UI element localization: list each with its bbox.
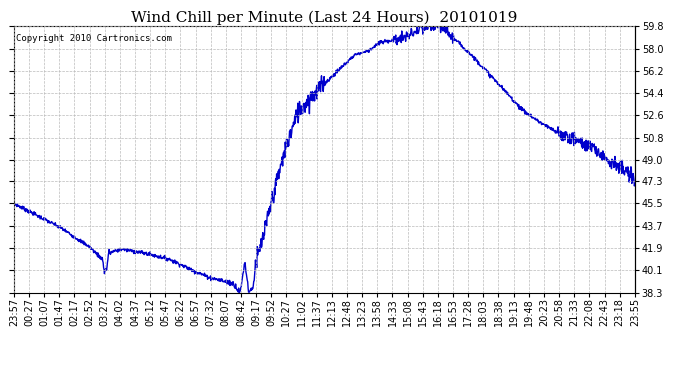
Text: Copyright 2010 Cartronics.com: Copyright 2010 Cartronics.com	[16, 34, 172, 43]
Title: Wind Chill per Minute (Last 24 Hours)  20101019: Wind Chill per Minute (Last 24 Hours) 20…	[131, 11, 518, 25]
